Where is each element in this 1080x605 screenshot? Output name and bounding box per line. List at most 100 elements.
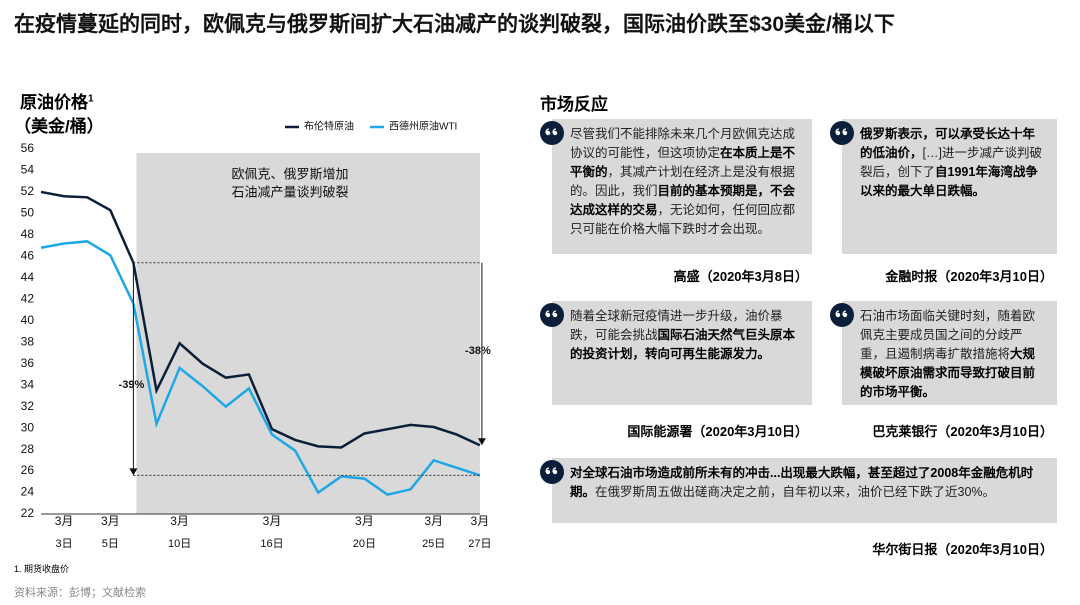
icon-bg [830,303,854,327]
y-tick-label: 28 [21,442,35,456]
icon-dot [835,130,841,136]
quote-source: 巴克莱银行（2020年3月10日） [872,424,1053,439]
x-tick-day: 3日 [56,538,73,550]
quote-source: 华尔街日报（2020年3月10日） [872,542,1053,557]
icon-dot [552,130,558,136]
y-tick-label: 34 [21,377,35,391]
quote-text: 大规模破坏原油需求而导致打破目前的市场平衡。 [860,347,1036,399]
quote-text: […]进一步减产谈判破裂后，创下了 [860,146,1042,179]
y-tick-label: 44 [21,270,35,284]
y-tick-label: 52 [21,184,35,198]
shaded-note: 石油减产量谈判破裂 [231,184,348,199]
quote-icon [540,303,564,327]
quote-source: 高盛（2020年3月8日） [673,269,808,284]
page-title: 在疫情蔓延的同时，欧佩克与俄罗斯间扩大石油减产的谈判破裂，国际油价跌至$30美金… [14,13,895,36]
y-tick-label: 38 [21,334,35,348]
icon-dot [552,312,558,318]
y-tick-label: 24 [21,485,35,499]
quote-source: 金融时报（2020年3月10日） [885,269,1053,284]
y-tick-label: 32 [21,399,35,413]
icon-dot [545,469,551,475]
quote-icon [830,303,854,327]
quote-text: 石油市场面临关键时刻，随着欧佩克主要成员国之间的分歧严重，且遏制病毒扩散措施将 [860,309,1036,361]
shaded-note: 欧佩克、俄罗斯增加 [231,166,348,181]
quote-box: 石油市场面临关键时刻，随着欧佩克主要成员国之间的分歧严重，且遏制病毒扩散措施将大… [842,301,1057,405]
icon-tail [545,310,550,316]
icon-dot [545,312,551,318]
x-tick-day: 16日 [260,538,283,550]
quote-box: 对全球石油市场造成前所未有的冲击...出现最大跌幅，甚至超过了2008年金融危机… [552,458,1057,523]
y-tick-label: 30 [21,420,35,434]
title-note: 1 [88,93,94,105]
x-tick-day: 27日 [468,538,491,550]
y-tick-label: 42 [21,291,35,305]
icon-tail [552,310,557,316]
y-tick-label: 50 [21,206,35,220]
chart-title-text: 原油价格 [20,93,88,112]
icon-dot [552,469,558,475]
footnote: 1. 期货收盘价 [14,564,70,574]
x-tick-day: 5日 [102,538,119,550]
y-tick-label: 56 [21,141,35,155]
icon-dot [842,312,848,318]
y-tick-label: 48 [21,227,35,241]
y-tick-label: 36 [21,356,35,370]
icon-dot [842,130,848,136]
icon-tail [552,128,557,134]
arrow-head [129,468,138,476]
quote-box: 尽管我们不能排除未来几个月欧佩克达成协议的可能性，但这项协定在本质上是不平衡的，… [552,119,812,254]
quote-icon [540,121,564,145]
legend-label: 西德州原油WTI [389,120,457,133]
icon-tail [835,310,840,316]
chart-title: 原油价格1 [20,88,94,113]
x-tick-month: 3月 [55,514,74,528]
quote-icon [540,460,564,484]
quote-text: ，其减产计划在经济上是没有根据的。因此，我们 [570,165,796,198]
quote-box: 俄罗斯表示，可以承受长达十年的低油价，[…]进一步减产谈判破裂后，创下了自199… [842,119,1057,254]
unit: （美金/桶） [14,117,104,136]
reactions-title: 市场反应 [540,95,608,114]
y-tick-label: 46 [21,249,35,263]
quote-text: 在俄罗斯周五做出磋商决定之前，自年初以来，油价已经下跌了近30%。 [595,485,996,499]
drop-label: -38% [465,345,491,357]
icon-bg [830,121,854,145]
quote-text: 对全球石油市场造成前所未有的冲击...出现最大跌幅，甚至超过了2008年金融危机… [570,466,1034,499]
icon-tail [545,128,550,134]
series-line [40,240,481,497]
icon-tail [842,310,847,316]
quote-text: 尽管我们不能排除未来几个月欧佩克达成协议的可能性，但这项协定 [570,127,796,160]
shaded-region [136,153,480,514]
quote-text: 目前的基本预期是，不会达成这样的交易 [570,184,796,217]
y-tick-label: 26 [21,463,35,477]
quote-icon [830,121,854,145]
icon-tail [552,467,557,473]
quote-text: 自1991年海湾战争以来的最大单日跌幅。 [860,165,1038,198]
x-tick-month: 3月 [170,514,189,528]
quote-box: 随着全球新冠疫情进一步升级，油价暴跌，可能会挑战国际石油天然气巨头原本的投资计划… [552,301,812,405]
quote-source: 国际能源署（2020年3月10日） [627,424,808,439]
icon-bg [540,460,564,484]
quote-text: 国际石油天然气巨头原本的投资计划，转向可再生能源发力。 [570,328,796,361]
series-line [40,190,481,449]
x-tick-month: 3月 [101,514,120,528]
x-tick-day: 25日 [422,538,445,550]
icon-tail [835,128,840,134]
x-tick-day: 20日 [353,538,376,550]
x-tick-month: 3月 [355,514,374,528]
x-tick-month: 3月 [263,514,282,528]
arrow-head [477,438,486,446]
icon-dot [545,130,551,136]
y-tick-label: 54 [21,163,35,177]
legend-label: 布伦特原油 [304,120,354,133]
x-tick-day: 10日 [168,538,191,550]
drop-label: -39% [119,379,145,391]
y-tick-label: 40 [21,313,35,327]
quote-text: 俄罗斯表示，可以承受长达十年的低油价， [860,127,1036,160]
x-tick-month: 3月 [424,514,443,528]
icon-tail [545,467,550,473]
source: 资料来源：彭博；文献检索 [14,587,146,599]
quote-text: ，无论如何，任何回应都只可能在价格大幅下跌时才会出现。 [570,203,796,236]
y-tick-label: 22 [21,506,35,520]
